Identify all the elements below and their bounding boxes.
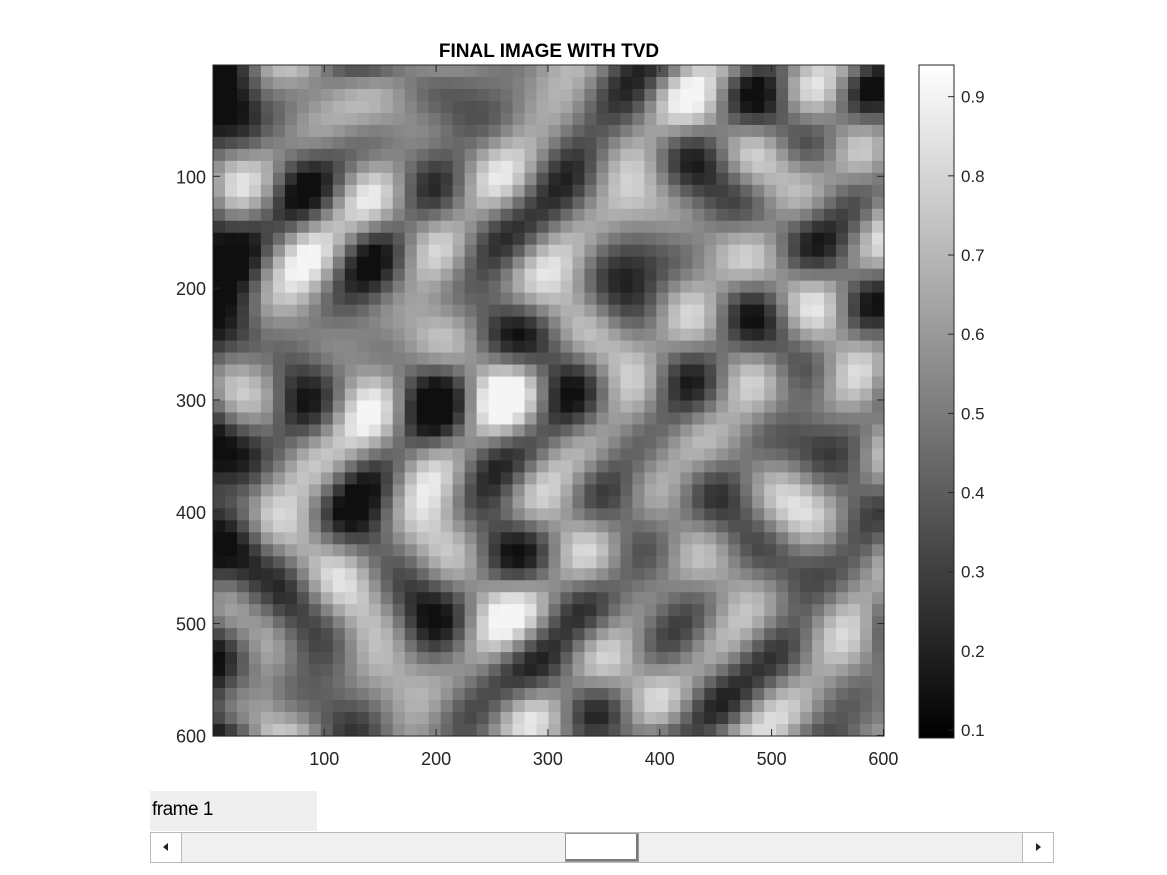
- colorbar-tick-label: 0.3: [961, 563, 985, 582]
- x-tick-label: 100: [309, 749, 339, 769]
- y-tick-label: 600: [176, 726, 206, 746]
- axes-box: [212, 64, 885, 737]
- plot-title: FINAL IMAGE WITH TVD: [439, 41, 659, 62]
- frame-slider[interactable]: [150, 832, 1054, 863]
- x-tick-label: 600: [868, 749, 898, 769]
- triangle-left-icon: [163, 843, 168, 851]
- colorbar: [918, 64, 955, 739]
- scroll-left-button[interactable]: [151, 833, 182, 862]
- slider-thumb[interactable]: [565, 833, 639, 862]
- x-tick-label: 300: [533, 749, 563, 769]
- y-tick-label: 100: [176, 167, 206, 187]
- colorbar-axis: 0.1 0.2 0.3 0.4 0.5 0.6 0.7 0.8 0.9: [948, 88, 985, 740]
- colorbar-tick-label: 0.8: [961, 167, 985, 186]
- x-axis: 100 200 300 400 500 600: [309, 65, 898, 769]
- figure-canvas: FINAL IMAGE WITH TVD 100 200 300 400 500 600 …: [176, 41, 985, 769]
- y-tick-label: 400: [176, 503, 206, 523]
- y-tick-label: 200: [176, 279, 206, 299]
- scroll-right-button[interactable]: [1022, 833, 1053, 862]
- x-tick-label: 200: [421, 749, 451, 769]
- colorbar-tick-label: 0.4: [961, 484, 985, 503]
- y-tick-label: 500: [176, 615, 206, 635]
- x-tick-label: 500: [757, 749, 787, 769]
- colorbar-tick-label: 0.9: [961, 88, 985, 107]
- frame-label: frame 1: [150, 791, 317, 831]
- colorbar-tick-label: 0.2: [961, 642, 985, 661]
- colorbar-tick-label: 0.1: [961, 721, 985, 740]
- y-tick-label: 300: [176, 391, 206, 411]
- colorbar-tick-label: 0.7: [961, 246, 985, 265]
- image-area: [213, 65, 885, 737]
- triangle-right-icon: [1036, 843, 1041, 851]
- x-tick-label: 400: [645, 749, 675, 769]
- y-axis: 100 200 300 400 500 600: [176, 167, 884, 746]
- colorbar-tick-label: 0.6: [961, 325, 985, 344]
- colorbar-tick-label: 0.5: [961, 404, 985, 423]
